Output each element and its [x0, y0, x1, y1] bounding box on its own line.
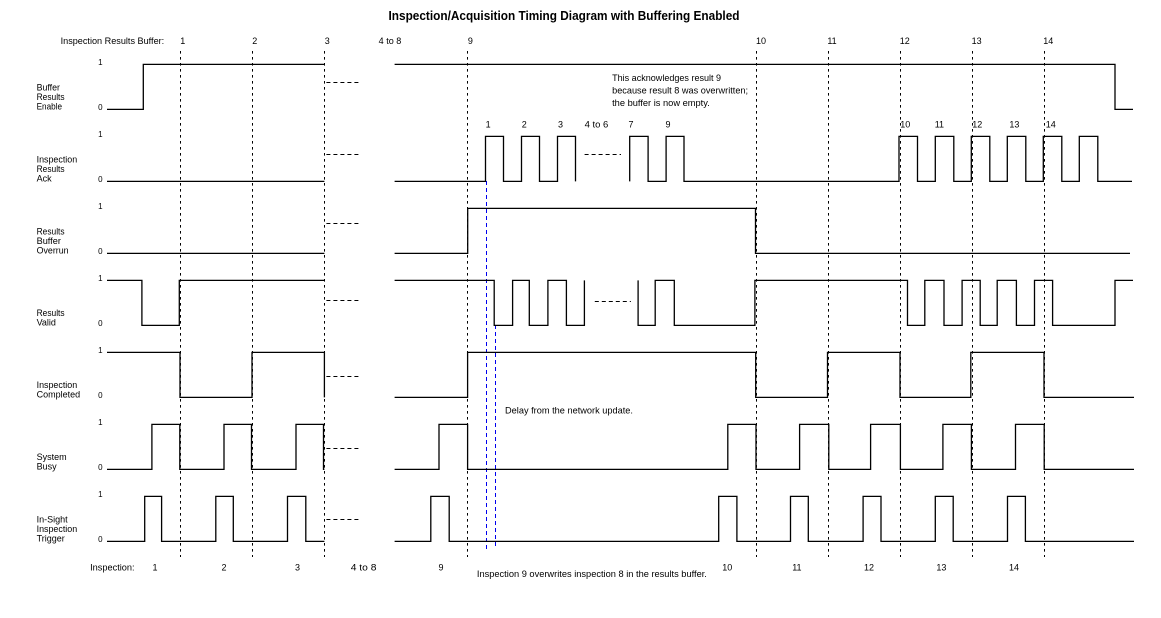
svg-text:1: 1: [152, 563, 157, 573]
svg-text:Inspection:: Inspection:: [90, 563, 135, 573]
svg-text:3: 3: [295, 563, 300, 573]
svg-text:12: 12: [972, 120, 982, 130]
svg-text:Valid: Valid: [37, 317, 56, 327]
svg-text:Buffer: Buffer: [37, 83, 60, 93]
svg-text:Results: Results: [37, 308, 65, 318]
svg-text:1: 1: [98, 346, 103, 355]
svg-text:System: System: [37, 452, 67, 462]
svg-text:13: 13: [936, 563, 946, 573]
svg-text:Inspection/Acquisition Timing: Inspection/Acquisition Timing Diagram wi…: [389, 8, 740, 23]
svg-text:13: 13: [972, 36, 982, 46]
svg-text:2: 2: [252, 36, 257, 46]
svg-text:Delay from the network update.: Delay from the network update.: [505, 406, 633, 416]
svg-text:Enable: Enable: [37, 102, 63, 112]
svg-text:2: 2: [221, 563, 226, 573]
svg-text:Trigger: Trigger: [37, 533, 65, 543]
svg-text:14: 14: [1046, 120, 1056, 130]
svg-text:1: 1: [98, 202, 103, 211]
svg-text:0: 0: [98, 463, 103, 472]
svg-text:0: 0: [98, 391, 103, 400]
svg-text:Completed: Completed: [37, 389, 81, 399]
svg-text:Results: Results: [37, 92, 65, 102]
svg-text:Ack: Ack: [37, 173, 53, 183]
svg-text:Inspection: Inspection: [37, 524, 78, 534]
svg-text:7: 7: [628, 120, 633, 130]
svg-text:Inspection Results Buffer:: Inspection Results Buffer:: [61, 36, 165, 46]
svg-text:3: 3: [325, 36, 330, 46]
svg-text:1: 1: [98, 130, 103, 139]
svg-text:10: 10: [722, 563, 732, 573]
svg-text:11: 11: [935, 120, 944, 130]
svg-text:Inspection: Inspection: [37, 380, 78, 390]
svg-text:10: 10: [900, 120, 910, 130]
svg-text:9: 9: [468, 36, 473, 46]
svg-text:10: 10: [756, 36, 766, 46]
svg-text:Inspection: Inspection: [37, 154, 78, 164]
svg-text:9: 9: [665, 120, 670, 130]
svg-text:0: 0: [98, 175, 103, 184]
svg-text:1: 1: [486, 120, 491, 130]
svg-text:13: 13: [1009, 120, 1019, 130]
svg-text:12: 12: [900, 36, 910, 46]
svg-text:Results: Results: [37, 226, 65, 236]
svg-text:4 to 6: 4 to 6: [585, 120, 609, 130]
svg-text:0: 0: [98, 103, 103, 112]
svg-text:Overrun: Overrun: [37, 245, 69, 255]
svg-text:2: 2: [522, 120, 527, 130]
svg-text:the buffer is now empty.: the buffer is now empty.: [612, 98, 710, 108]
svg-text:3: 3: [558, 120, 563, 130]
svg-text:because result 8 was overwritt: because result 8 was overwritten;: [612, 86, 748, 96]
svg-text:4 to 8: 4 to 8: [379, 36, 402, 46]
svg-text:1: 1: [180, 36, 185, 46]
svg-text:12: 12: [864, 563, 874, 573]
svg-text:11: 11: [827, 36, 836, 46]
svg-text:In-Sight: In-Sight: [37, 514, 69, 524]
svg-text:0: 0: [98, 535, 103, 544]
svg-text:0: 0: [98, 319, 103, 328]
svg-text:Buffer: Buffer: [37, 236, 61, 246]
svg-text:Results: Results: [37, 164, 65, 174]
svg-text:9: 9: [438, 563, 443, 573]
svg-text:14: 14: [1009, 563, 1019, 573]
svg-text:1: 1: [98, 418, 103, 427]
svg-text:1: 1: [98, 490, 103, 499]
svg-text:1: 1: [98, 58, 103, 67]
svg-text:This acknowledges result 9: This acknowledges result 9: [612, 73, 721, 83]
svg-text:14: 14: [1043, 36, 1053, 46]
svg-text:11: 11: [792, 563, 801, 573]
svg-text:1: 1: [98, 274, 103, 283]
svg-text:Inspection 9 overwrites inspec: Inspection 9 overwrites inspection 8 in …: [477, 569, 707, 579]
svg-text:0: 0: [98, 247, 103, 256]
svg-text:Busy: Busy: [37, 461, 58, 471]
svg-text:4 to 8: 4 to 8: [351, 563, 377, 573]
